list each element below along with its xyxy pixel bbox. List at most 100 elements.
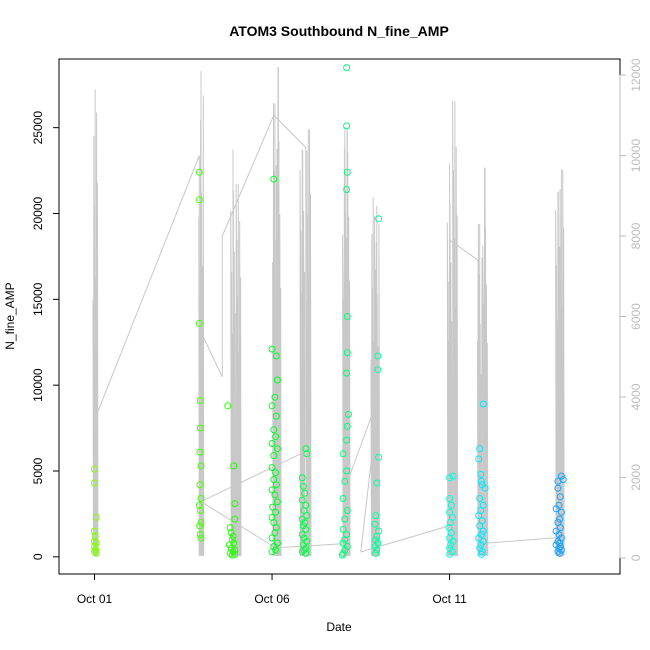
data-point	[272, 481, 280, 489]
y2-tick-label: 2000	[629, 464, 643, 491]
data-point	[195, 168, 203, 176]
data-point	[298, 531, 306, 538]
data-point	[477, 541, 485, 549]
y-tick-label: 10000	[31, 368, 45, 402]
data-point	[371, 543, 379, 550]
data-point	[272, 508, 280, 516]
data-point	[273, 498, 281, 506]
data-point	[298, 474, 306, 482]
grey-spike	[230, 149, 237, 556]
data-point	[230, 462, 238, 470]
grey-spike	[235, 183, 242, 556]
data-point	[196, 424, 204, 432]
data-point	[298, 548, 306, 556]
data-point	[299, 482, 307, 490]
data-point	[343, 436, 351, 444]
points-layer	[91, 64, 567, 559]
data-point	[271, 529, 279, 537]
data-point	[92, 539, 100, 547]
data-point	[196, 531, 204, 538]
data-point	[447, 541, 455, 549]
data-point	[92, 549, 100, 557]
data-point	[195, 196, 203, 204]
grey-spike	[482, 167, 489, 556]
data-point	[196, 507, 204, 514]
data-point	[556, 539, 564, 547]
data-point	[374, 366, 382, 374]
data-point	[227, 544, 235, 552]
data-point	[302, 549, 310, 557]
grey-spike	[198, 71, 205, 556]
data-point	[343, 507, 351, 514]
data-point	[373, 532, 381, 540]
y-axis-label: N_fine_AMP	[3, 282, 17, 349]
data-point	[556, 549, 564, 557]
data-point	[339, 525, 347, 533]
data-point	[375, 215, 383, 223]
data-point	[477, 470, 485, 478]
x-axis-label: Date	[326, 620, 352, 634]
data-point	[552, 505, 560, 513]
data-point	[227, 529, 235, 537]
y-tick-label: 0	[31, 553, 45, 560]
data-point	[229, 532, 237, 540]
data-point	[92, 546, 100, 554]
x-tick-label: Oct 01	[77, 592, 113, 606]
data-point	[475, 534, 483, 542]
grey-spike	[374, 205, 380, 556]
data-point	[197, 534, 205, 542]
data-point	[476, 445, 484, 453]
data-point	[479, 400, 487, 408]
data-point	[196, 481, 204, 489]
data-point	[449, 472, 457, 480]
data-point	[228, 536, 236, 544]
data-point	[557, 472, 565, 480]
data-point	[272, 433, 280, 441]
data-point	[343, 313, 351, 320]
data-point	[270, 426, 278, 434]
data-point	[303, 450, 311, 458]
data-point	[301, 489, 309, 497]
grey-spike	[305, 129, 312, 556]
data-point	[301, 519, 309, 526]
y-tick-label: 20000	[31, 196, 45, 230]
data-point	[373, 479, 381, 487]
data-point	[272, 412, 280, 420]
data-point	[196, 397, 204, 405]
data-point	[557, 546, 565, 554]
data-point	[225, 541, 233, 549]
data-point	[556, 515, 564, 523]
data-point	[268, 440, 276, 447]
data-point	[372, 536, 380, 544]
data-point	[91, 548, 98, 556]
data-point	[270, 452, 278, 460]
data-point	[446, 508, 454, 516]
data-point	[556, 524, 564, 532]
data-point	[478, 477, 485, 485]
data-point	[273, 445, 281, 453]
y2-tick-label: 4000	[629, 383, 643, 410]
data-point	[374, 352, 382, 360]
data-point	[268, 345, 276, 353]
y2-tick-label: 8000	[629, 222, 643, 249]
data-point	[447, 501, 455, 509]
data-point	[341, 515, 349, 523]
data-point	[268, 402, 276, 410]
grey-spike	[344, 131, 351, 556]
data-point	[272, 546, 280, 554]
data-point	[268, 464, 276, 472]
data-point	[226, 549, 234, 557]
data-point	[343, 349, 351, 357]
data-point	[343, 64, 351, 72]
data-point	[228, 551, 236, 559]
data-point	[197, 462, 205, 470]
data-point	[197, 519, 205, 526]
y2-tick-label: 10000	[629, 139, 643, 173]
data-point	[272, 469, 280, 477]
data-point	[268, 486, 276, 494]
data-point	[554, 548, 562, 556]
data-point	[479, 527, 487, 535]
data-point	[226, 524, 234, 532]
data-point	[196, 448, 204, 456]
